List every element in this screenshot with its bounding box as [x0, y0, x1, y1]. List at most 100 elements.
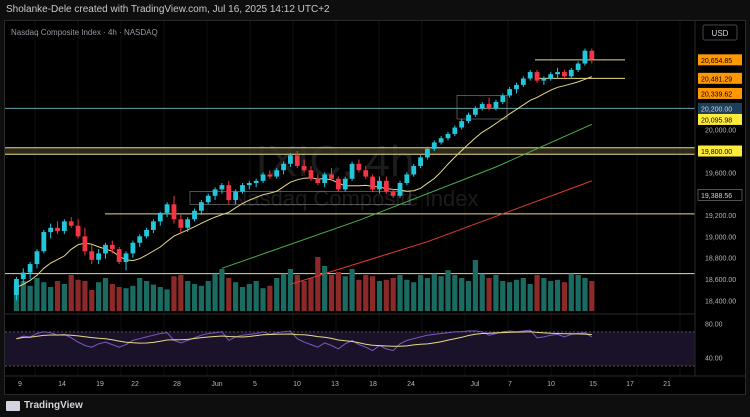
x-tick-label: 10 [293, 381, 301, 388]
candle-body [438, 138, 444, 143]
price-label-text: 19,800.00 [701, 149, 732, 156]
candle-body [20, 272, 26, 279]
candle-body [144, 229, 149, 237]
range-box-2 [456, 95, 508, 120]
candle-body [219, 185, 225, 190]
candle-body [390, 191, 396, 196]
x-tick-label: 17 [626, 381, 634, 388]
volume-bar [363, 275, 369, 311]
volume-bar [41, 282, 47, 311]
candle-body [116, 249, 122, 262]
candle-body [212, 189, 218, 196]
volume-bar [315, 257, 321, 311]
volume-bar [54, 281, 61, 311]
candle-body [431, 142, 437, 149]
candle-body [548, 74, 554, 79]
volume-bar [335, 272, 341, 311]
chart-panel[interactable]: IXIC, 4h Nasdaq Composite Index Nasdaq C… [4, 20, 746, 395]
currency-button[interactable]: USD [702, 24, 738, 41]
tradingview-wordmark: TradingView [24, 400, 83, 411]
price-label-box [698, 113, 742, 125]
x-tick-label: 22 [131, 381, 139, 388]
candle-body [192, 210, 197, 220]
candle-body [82, 236, 88, 252]
candle-body [383, 180, 389, 192]
candle-body [75, 225, 81, 237]
candle-body [322, 174, 328, 183]
price-label-box [698, 54, 742, 66]
tradingview-logo: TradingView [6, 400, 83, 411]
candle-body [349, 163, 355, 179]
volume-bar [445, 270, 451, 311]
candle-body [520, 78, 526, 85]
volume-bar [554, 279, 561, 311]
volume-bar [143, 281, 150, 311]
volume-bar [48, 287, 54, 311]
y-tick-label: 18,600.00 [705, 277, 736, 284]
x-tick-label: Jul [471, 381, 480, 388]
candle-body [198, 202, 204, 211]
volume-bar [267, 285, 273, 311]
candle-body [452, 127, 458, 134]
candle-body [315, 178, 321, 183]
currency-label: USD [712, 29, 729, 38]
candle-body [253, 180, 259, 183]
candle-body [246, 183, 252, 186]
candle-body [568, 69, 574, 77]
candle-body [514, 84, 519, 90]
volume-bar [96, 282, 102, 311]
candle-body [137, 236, 143, 243]
price-label-box [698, 102, 742, 114]
volume-bar [116, 287, 122, 311]
price-chart[interactable]: IXIC, 4h Nasdaq Composite Index Nasdaq C… [5, 21, 745, 394]
candle-body [459, 121, 465, 128]
x-tick-label: 19 [96, 381, 104, 388]
volume-bar [438, 276, 444, 311]
volume-bar [431, 273, 437, 311]
watermark-name: Nasdaq Composite Index [231, 186, 478, 211]
candle-body [55, 227, 60, 231]
volume-bar [212, 273, 218, 311]
candle-body [335, 178, 341, 190]
candle-body [48, 227, 54, 233]
volume-bar [575, 275, 581, 311]
volume-bar [308, 278, 314, 311]
x-tick-label: 28 [173, 381, 181, 388]
ma-mid-line [221, 123, 593, 269]
candle-body [288, 155, 293, 164]
volume-bar [68, 275, 74, 311]
volume-bar [280, 273, 287, 311]
volume-bar [370, 276, 376, 311]
candle-body [500, 95, 506, 102]
volume-bar [424, 278, 431, 311]
candle-body [27, 264, 33, 273]
volume-bar [253, 281, 259, 311]
x-tick-label: 7 [508, 381, 512, 388]
candle-body [157, 212, 163, 222]
volume-bar [260, 288, 266, 311]
candle-body [130, 242, 136, 254]
candle-body [260, 174, 266, 181]
volume-bar [459, 278, 465, 311]
volume-bar [328, 275, 335, 311]
volume-bar [109, 284, 115, 311]
volume-bar [513, 279, 520, 311]
candle-body [397, 183, 403, 196]
volume-bar [150, 284, 157, 311]
footer-bar: TradingView [0, 396, 750, 417]
volume-bar [123, 288, 129, 311]
volume-bar [390, 278, 396, 311]
price-label-text: 20,481.29 [701, 76, 732, 83]
x-tick-label: Jun [211, 381, 222, 388]
volume-bar [171, 276, 177, 311]
candle-body [493, 101, 499, 109]
candle-body [377, 180, 382, 190]
volume-bar [157, 287, 163, 311]
volume-bar [205, 281, 211, 311]
rsi-ma-line [16, 331, 592, 347]
volume-bar [27, 285, 33, 311]
volume-bar [239, 287, 246, 311]
ma-slow-line [290, 180, 592, 285]
x-tick-label: 24 [407, 381, 415, 388]
range-box [189, 191, 411, 205]
